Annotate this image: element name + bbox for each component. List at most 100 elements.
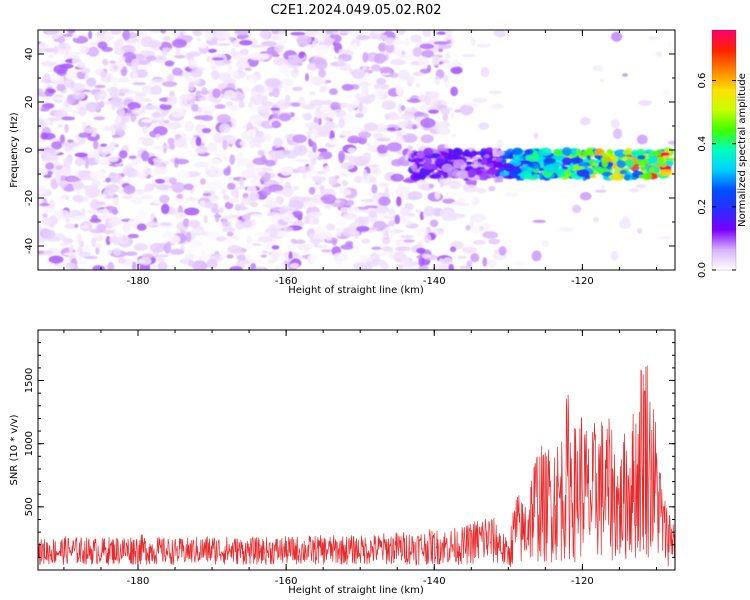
heatmap-cell [353,229,360,240]
heatmap-cell [412,71,424,77]
heatmap-cell [188,173,196,178]
heatmap-cell [225,101,234,107]
heatmap-cell [124,251,138,256]
heatmap-cell [98,194,108,198]
heatmap-cell [311,176,327,183]
heatmap-cell [87,46,100,57]
heatmap-cell [338,150,345,162]
heatmap-cell [278,30,286,34]
heatmap-cell [153,55,167,64]
heatmap-cell [195,90,201,101]
heatmap-cell [162,81,178,87]
heatmap-cell [171,182,186,193]
heatmap-cell [311,40,318,48]
heatmap-cell [390,59,406,66]
heatmap-cell [384,45,391,50]
heatmap-cell [56,83,66,92]
heatmap-cell [150,78,166,84]
heatmap-cell [230,187,239,198]
heatmap-cell [404,37,410,46]
heatmap-cell [141,137,155,147]
heatmap-cell [64,223,77,230]
heatmap-cell [200,250,206,259]
heatmap-cell [74,157,85,167]
heatmap-cell [293,144,308,156]
heatmap-cell [412,125,417,130]
heatmap-cell [38,88,44,96]
heatmap-cell [44,30,60,35]
heatmap-cell [419,43,434,50]
heatmap-cell [74,152,88,158]
heatmap-cell [622,73,629,77]
heatmap-cell [240,48,249,56]
heatmap-cell [336,30,352,35]
heatmap-cell [462,183,470,191]
heatmap-cell [267,184,284,193]
heatmap-cell [562,166,568,170]
heatmap-cell [187,247,194,256]
heatmap-cell [378,42,387,52]
heatmap-cell [222,139,228,151]
heatmap-cell [347,206,360,213]
heatmap-cell [371,184,378,194]
heatmap-cell [421,253,432,259]
heatmap-cell [438,229,445,235]
heatmap-cell [346,103,354,112]
heatmap-cell [206,142,219,153]
heatmap-cell [64,123,69,133]
heatmap-cell [552,154,566,160]
heatmap-cell [376,77,387,85]
heatmap-cell [161,49,168,57]
heatmap-cell [561,171,566,178]
heatmap-cell [342,213,357,220]
heatmap-cell [282,84,289,91]
heatmap-cell [304,73,310,82]
heatmap-cell [461,53,477,58]
heatmap-cell [321,248,332,253]
heatmap-cell [78,251,91,257]
heatmap-cell [389,72,399,79]
colorbar-strip [712,30,736,270]
heatmap-cell [423,206,435,217]
heatmap-cell [637,227,643,234]
heatmap-cell [531,250,542,262]
heatmap-cell [211,57,225,61]
heatmap-cell [437,263,449,270]
snr-xlabel: Height of straight line (km) [288,585,424,596]
heatmap-cell [186,150,194,157]
heatmap-cell [53,96,68,101]
heatmap-cell [75,101,90,112]
heatmap-cell [121,123,128,130]
heatmap-cell [169,234,181,245]
heatmap-cell [360,238,371,244]
heatmap-cell [403,219,413,226]
heatmap-cell [281,187,294,197]
heatmap-cell [358,254,367,265]
y-tick-label: 20 [24,96,35,109]
heatmap-cell [440,62,456,69]
heatmap-cell [122,222,131,234]
heatmap-cell [451,133,456,138]
heatmap-cell [38,102,42,111]
heatmap-cell [418,94,428,102]
heatmap-cell [213,214,222,218]
heatmap-cell [362,51,369,63]
heatmap-cell [139,257,152,266]
heatmap-cell [394,125,399,131]
heatmap-cell [144,183,155,192]
heatmap-cell [141,119,153,123]
heatmap-cell [195,136,202,147]
heatmap-cell [291,102,301,107]
heatmap-cell [282,149,291,155]
heatmap-cell [450,86,459,97]
heatmap-cell [42,152,59,162]
heatmap-cell [386,142,402,152]
heatmap-cell [384,37,396,44]
heatmap-cell [329,101,341,111]
heatmap-cell [382,228,389,238]
heatmap-cell [252,136,266,144]
heatmap-cell [667,40,673,50]
heatmap-cell [131,196,144,205]
heatmap-cell [272,87,280,98]
heatmap-cell [403,54,417,61]
